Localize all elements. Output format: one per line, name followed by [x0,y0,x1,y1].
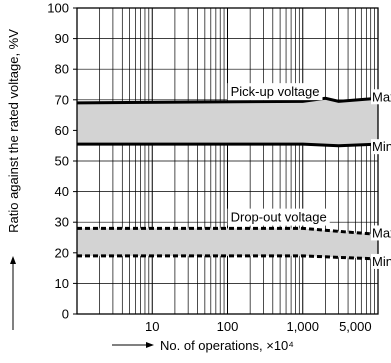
band-fill-2 [77,228,378,259]
band-1-max-label-bg [371,89,391,105]
y-tick-label: 50 [55,154,69,169]
band-1-name-bg [227,83,323,101]
band-1-min-line [77,142,379,148]
tick-layer: 0 10 20 30 40 50 60 70 80 90 100 10 100 1,000 5,000 [47,1,371,335]
y-tick-label: 30 [55,215,69,230]
band-2-max-line [77,226,379,236]
band-1-max-label: Max. [372,89,391,104]
band-2-name: Drop-out voltage [231,210,327,225]
band-2-name-bg [227,208,330,226]
band-2-max-label-bg [371,225,391,241]
band-1-min-label-bg [371,139,391,155]
y-tick-label: 40 [55,184,69,199]
band-layer [77,98,378,259]
y-tick-label: 80 [55,62,69,77]
x-tick-label: 100 [217,319,239,334]
y-tick-label: 60 [55,123,69,138]
x-axis-title: No. of operations, ×10⁴ [160,338,294,353]
band-2-max-label: Max. [372,225,391,240]
y-axis-title: Ratio against the rated voltage, %V [6,29,21,233]
x-tick-label: 5,000 [339,319,372,334]
band-2-min-label-bg [371,253,391,269]
y-tick-label: 10 [55,276,69,291]
line-layer [76,96,379,261]
y-tick-label: 20 [55,245,69,260]
y-tick-label: 0 [62,307,69,322]
band-1-max-line [76,96,379,105]
band-1-name: Pick-up voltage [231,84,320,99]
x-tick-label: 1,000 [286,319,319,334]
band-fill-1 [77,98,378,146]
band-1-min-label: Min. [372,139,391,154]
label-layer: Pick-up voltage Max. Min. Drop-out voltage M… [227,83,391,269]
y-tick-label: 90 [55,31,69,46]
band-2-min-line [77,254,379,261]
x-axis-arrowhead [146,342,154,348]
y-tick-label: 100 [47,1,69,16]
y-axis-arrowhead [10,256,16,264]
x-tick-label: 10 [145,319,159,334]
y-tick-label: 70 [55,92,69,107]
band-2-min-label: Min. [372,254,391,269]
grid-layer [77,8,378,314]
